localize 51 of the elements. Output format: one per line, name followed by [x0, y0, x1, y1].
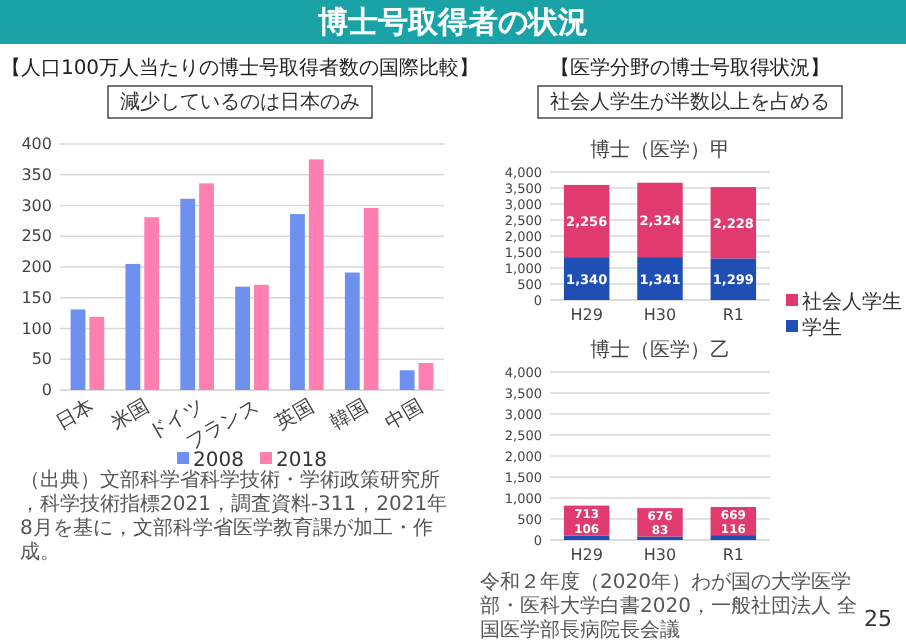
bar: [235, 286, 250, 390]
text: 社会人学生が半数以上を占める: [550, 90, 830, 114]
chart-title: 【人口100万人当たりの博士号取得者数の国際比較】: [0, 56, 480, 80]
bar: [254, 284, 269, 390]
bar: [418, 362, 434, 390]
x-tick-label: 英国: [271, 394, 318, 436]
y-tick-label: 100: [21, 319, 52, 338]
chart-title: 博士（医学）甲: [590, 138, 730, 162]
x-tick-label: 米国: [106, 394, 154, 436]
x-tick-label: R1: [722, 306, 744, 324]
y-tick-label: 150: [21, 288, 52, 307]
bar: [70, 309, 86, 390]
y-tick-label: 0: [41, 381, 52, 399]
bar: [399, 370, 415, 390]
x-tick-label: 韓国: [326, 394, 373, 436]
bar: [125, 263, 141, 390]
bar: [637, 182, 683, 258]
x-tick-label: 日本: [51, 394, 99, 436]
text: 博士号取得者の状況: [316, 4, 588, 40]
bar: [563, 184, 610, 258]
x-tick-label: H30: [643, 306, 677, 324]
bar: [308, 159, 324, 390]
y-tick-label: 300: [21, 196, 52, 215]
bar: [199, 183, 214, 390]
bar: [710, 187, 757, 259]
x-tick-label: H29: [570, 546, 603, 564]
x-tick-label: 中国: [380, 394, 428, 436]
bar: [290, 214, 305, 390]
bar: [344, 272, 360, 390]
bar: [363, 207, 379, 390]
chart-title: 博士（医学）乙: [590, 338, 730, 362]
legend-label: 2018: [276, 450, 327, 472]
y-tick-label: 400: [21, 135, 52, 153]
bar: [144, 217, 160, 390]
chart-subtitle: 減少しているのは日本のみ: [120, 90, 360, 114]
text: 【医学分野の博士号取得状況】: [550, 56, 830, 80]
bar: [89, 316, 105, 390]
legend-label: 2008: [193, 450, 244, 472]
text: 令和２年度（2020年）わが国の大学医学部・医科大学白書2020，一般社団法人 全国医学部長病院長会議: [480, 570, 858, 640]
x-tick-label: H29: [570, 306, 603, 324]
x-tick-label: H30: [643, 546, 677, 564]
legend-label: 社会人学生: [802, 290, 902, 314]
y-tick-label: 250: [21, 227, 52, 246]
x-tick-label: R1: [722, 546, 744, 564]
text: 25: [864, 606, 892, 632]
text: （出典）文部科学省科学技術・学術政策研究所，科学技術指標2021，調査資料-311，2021年8月を基に，文部科学省医学教育課が加工・作成。: [20, 468, 448, 564]
y-tick-label: 200: [21, 258, 52, 276]
bar: [180, 198, 196, 390]
y-tick-label: 350: [21, 165, 52, 184]
y-tick-label: 50: [31, 350, 52, 369]
legend-label: 学生: [802, 316, 842, 340]
